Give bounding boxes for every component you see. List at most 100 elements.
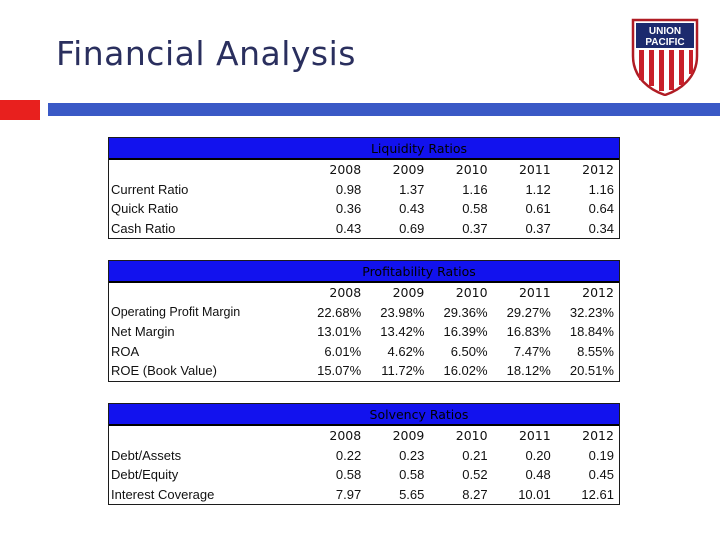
value-cell: 0.48 [525, 467, 551, 483]
table-row: Cash Ratio 0.43 0.69 0.37 0.37 0.34 [109, 219, 619, 239]
table-header-band: Profitability Ratios [109, 261, 619, 283]
value-cell: 29.36% [443, 304, 488, 320]
row-label: Debt/Assets [111, 447, 182, 463]
table-title: Liquidity Ratios [370, 140, 468, 156]
value-cell: 0.37 [462, 220, 488, 236]
year-cell: 2011 [518, 428, 551, 444]
table-title: Solvency Ratios [369, 406, 469, 422]
year-cell: 2011 [518, 285, 551, 301]
year-cell: 2012 [582, 428, 614, 444]
value-cell: 23.98% [380, 304, 425, 320]
table-header-band: Liquidity Ratios [109, 138, 619, 160]
year-cell: 2008 [329, 285, 362, 301]
row-label: Debt/Equity [111, 467, 179, 483]
value-cell: 0.69 [399, 220, 425, 236]
value-cell: 10.01 [518, 486, 551, 502]
table-row: Debt/Equity 0.58 0.58 0.52 0.48 0.45 [109, 465, 619, 485]
value-cell: 7.97 [335, 486, 362, 502]
value-cell: 0.58 [462, 201, 488, 217]
row-label: Operating Profit Margin [111, 305, 241, 320]
accent-bar-blue [48, 103, 720, 116]
value-cell: 0.34 [588, 220, 614, 236]
table-row: Net Margin 13.01% 13.42% 16.39% 16.83% 1… [109, 322, 619, 342]
value-cell: 0.22 [335, 447, 362, 463]
table-row: Current Ratio 0.98 1.37 1.16 1.12 1.16 [109, 180, 619, 200]
logo-line2: PACIFIC [645, 37, 684, 48]
value-cell: 0.52 [462, 467, 488, 483]
logo-line1: UNION [649, 26, 681, 37]
value-cell: 0.45 [588, 467, 614, 483]
value-cell: 0.20 [525, 447, 551, 463]
value-cell: 15.07% [317, 363, 362, 379]
year-cell: 2009 [392, 285, 425, 301]
value-cell: 4.62% [387, 343, 425, 359]
year-cell: 2010 [455, 162, 488, 178]
value-cell: 0.64 [588, 201, 614, 217]
value-cell: 5.65 [399, 486, 425, 502]
table-row: Operating Profit Margin 22.68% 23.98% 29… [109, 303, 619, 323]
value-cell: 0.23 [399, 447, 425, 463]
value-cell: 0.36 [335, 201, 362, 217]
value-cell: 7.47% [513, 343, 551, 359]
value-cell: 0.43 [399, 201, 425, 217]
value-cell: 1.16 [588, 181, 614, 197]
value-cell: 0.19 [588, 447, 614, 463]
value-cell: 6.50% [450, 343, 488, 359]
year-header-row: 2008 2009 2010 2011 2012 [109, 426, 619, 446]
value-cell: 18.12% [506, 363, 551, 379]
profitability-ratios-table: Profitability Ratios 2008 2009 2010 2011… [108, 260, 620, 382]
value-cell: 16.02% [443, 363, 488, 379]
value-cell: 8.55% [577, 343, 614, 359]
year-header-row: 2008 2009 2010 2011 2012 [109, 283, 619, 303]
accent-bar-red [0, 100, 40, 120]
year-cell: 2010 [455, 428, 488, 444]
value-cell: 1.37 [399, 181, 425, 197]
year-cell: 2012 [582, 162, 614, 178]
table-row: ROA 6.01% 4.62% 6.50% 7.47% 8.55% [109, 342, 619, 362]
row-label: Quick Ratio [111, 201, 179, 217]
value-cell: 1.16 [462, 181, 488, 197]
year-cell: 2008 [329, 162, 362, 178]
value-cell: 0.43 [335, 220, 362, 236]
value-cell: 22.68% [317, 304, 362, 320]
table-row: Interest Coverage 7.97 5.65 8.27 10.01 1… [109, 485, 619, 505]
year-cell: 2008 [329, 428, 362, 444]
value-cell: 8.27 [462, 486, 488, 502]
value-cell: 29.27% [506, 304, 551, 320]
row-label: ROE (Book Value) [111, 363, 217, 379]
row-label: Interest Coverage [111, 486, 215, 502]
value-cell: 16.83% [506, 324, 551, 340]
value-cell: 0.21 [462, 447, 488, 463]
year-header-row: 2008 2009 2010 2011 2012 [109, 160, 619, 180]
liquidity-ratios-table: Liquidity Ratios 2008 2009 2010 2011 201… [108, 137, 620, 239]
year-cell: 2012 [582, 285, 614, 301]
row-label: Net Margin [111, 324, 175, 340]
value-cell: 18.84% [569, 324, 614, 340]
table-row: Quick Ratio 0.36 0.43 0.58 0.61 0.64 [109, 199, 619, 219]
row-label: ROA [111, 343, 140, 359]
year-cell: 2009 [392, 162, 425, 178]
value-cell: 20.51% [569, 363, 614, 379]
value-cell: 13.01% [317, 324, 362, 340]
table-row: Debt/Assets 0.22 0.23 0.21 0.20 0.19 [109, 446, 619, 466]
value-cell: 1.12 [525, 181, 551, 197]
value-cell: 0.98 [335, 181, 362, 197]
value-cell: 0.37 [525, 220, 551, 236]
solvency-ratios-table: Solvency Ratios 2008 2009 2010 2011 2012… [108, 403, 620, 505]
value-cell: 12.61 [581, 486, 614, 502]
row-label: Current Ratio [111, 181, 189, 197]
value-cell: 13.42% [380, 324, 425, 340]
union-pacific-logo: UNION PACIFIC [631, 18, 699, 96]
table-title: Profitability Ratios [362, 263, 476, 279]
value-cell: 0.58 [399, 467, 425, 483]
page-title: Financial Analysis [56, 34, 356, 73]
value-cell: 32.23% [569, 304, 614, 320]
year-cell: 2010 [455, 285, 488, 301]
row-label: Cash Ratio [111, 220, 176, 236]
table-row: ROE (Book Value) 15.07% 11.72% 16.02% 18… [109, 361, 619, 381]
value-cell: 11.72% [381, 363, 425, 379]
table-header-band: Solvency Ratios [109, 404, 619, 426]
value-cell: 0.58 [335, 467, 362, 483]
value-cell: 0.61 [525, 201, 551, 217]
year-cell: 2009 [392, 428, 425, 444]
